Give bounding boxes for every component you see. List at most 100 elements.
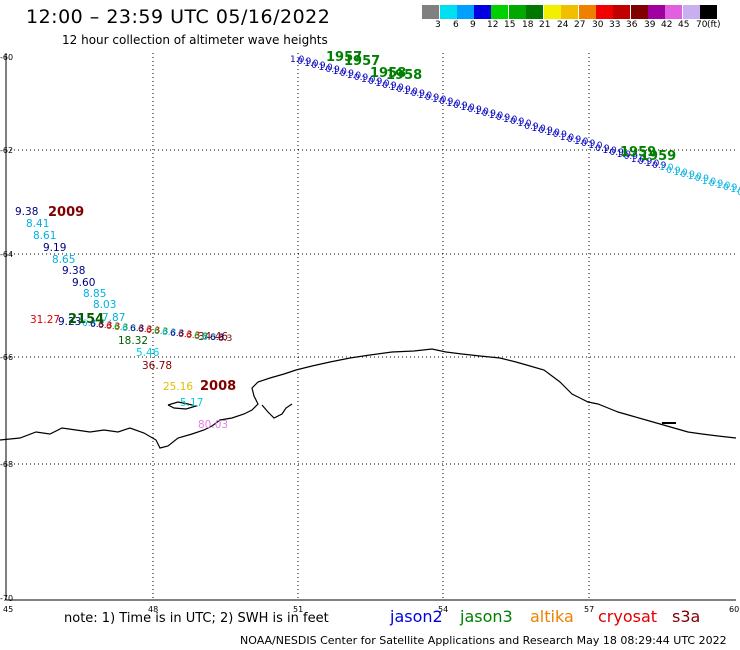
track-mark: 1.0	[545, 128, 560, 139]
longitude-label: 48	[148, 605, 159, 614]
track-mark: 1.0	[417, 91, 433, 101]
antarctic-coastline	[0, 348, 737, 449]
track-mark: 0.9	[694, 174, 710, 185]
wave-height-label: 80.03	[198, 419, 229, 431]
track-mark: 0.9	[481, 109, 497, 119]
wave-height-label: 18.32	[118, 335, 149, 347]
colorbar-swatch	[596, 5, 613, 19]
colorbar-label: 6	[453, 20, 459, 30]
colorbar-label: 30	[592, 20, 604, 30]
map-subtitle: 12 hour collection of altimeter wave hei…	[62, 33, 328, 47]
colorbar-swatch	[491, 5, 508, 19]
track-mark: 0.9	[325, 65, 340, 75]
colorbar-swatch	[579, 5, 596, 19]
track-mark: 6.3	[90, 319, 105, 330]
track-mark: 1.0	[730, 185, 740, 196]
latitude-label: -70	[0, 594, 14, 603]
track-mark: 6.3	[114, 322, 129, 333]
track-time-label: 1957	[326, 50, 363, 65]
track-mark: 0.9	[524, 121, 539, 132]
colorbar-swatch	[544, 5, 561, 19]
colorbar-label: 3	[435, 20, 441, 30]
track-time-label: 2009	[48, 205, 85, 220]
track-mark: 1.0	[389, 83, 404, 93]
track-mark: 1.0	[602, 145, 617, 156]
track-mark: 1.0	[346, 71, 362, 81]
colorbar-label: 42	[661, 20, 673, 30]
colorbar-label: 15	[504, 20, 516, 30]
latitude-label: -68	[0, 460, 14, 469]
colorbar-label: 36	[626, 20, 638, 30]
track-mark: 0.9	[453, 101, 468, 111]
track-mark: 1.0	[701, 176, 717, 187]
track-time-label: 2154	[68, 312, 105, 327]
track-mark: 6.3	[122, 323, 137, 334]
track-mark: 6.3	[138, 325, 153, 336]
colorbar-swatch	[665, 5, 682, 19]
latitude-label: -60	[0, 53, 14, 62]
track-mark: 0.9	[680, 170, 695, 180]
satellite-name: s3a	[672, 607, 701, 626]
colorbar-swatch	[683, 5, 700, 19]
track-mark: 6.3	[178, 329, 193, 340]
track-mark: 6.3	[82, 319, 97, 329]
track-mark: 1.0	[630, 154, 646, 165]
colorbar-swatch	[613, 5, 630, 19]
track-mark: 0.9	[311, 61, 326, 71]
track-mark: 0.9	[410, 89, 426, 99]
colorbar-label: 27	[574, 20, 586, 30]
track-time-label: 1959	[640, 149, 677, 164]
colorbar-swatch	[457, 5, 474, 19]
track-mark: 0.9	[666, 165, 681, 176]
track-mark: 0.9	[737, 188, 740, 198]
colorbar-label: 12	[487, 20, 499, 30]
colorbar-swatch	[509, 5, 526, 19]
track-mark: 0.9	[396, 85, 411, 95]
track-time-label: 1958	[370, 66, 407, 81]
wave-height-label: 9.60	[72, 277, 96, 289]
track-mark: 1.0	[403, 87, 418, 97]
track-mark: 1.0	[488, 111, 504, 121]
track-mark: 6.3	[186, 330, 201, 341]
track-mark: 0.9	[609, 148, 624, 158]
track-mark: 0.9	[424, 93, 440, 103]
track-mark: 0.9	[510, 117, 525, 128]
track-mark: 1.0	[588, 141, 603, 152]
longitude-label: 51	[293, 605, 304, 614]
track-mark: 6.3	[202, 332, 217, 343]
colorbar-label: (ft)	[707, 20, 721, 30]
track-mark: 0.9	[538, 126, 553, 136]
longitude-label: 60	[729, 605, 740, 614]
track-time-label: 1958	[386, 68, 423, 83]
wave-height-label: 25.16	[163, 381, 194, 393]
colorbar-swatch	[631, 5, 648, 19]
track-mark: 0.9	[382, 81, 397, 91]
colorbar-swatch	[440, 5, 457, 19]
wave-height-label: 36.78	[142, 360, 173, 372]
track-mark: 0.9	[652, 161, 667, 172]
track-mark: 0.9	[339, 69, 355, 79]
wave-height-label: 8.65	[52, 254, 76, 266]
graticule	[6, 53, 736, 600]
colorbar-label: 18	[522, 20, 534, 30]
satellite-name: cryosat	[598, 607, 658, 626]
track-mark: 0.9	[552, 130, 568, 141]
track-time-label: 1957	[344, 54, 381, 69]
track-mark: 0.9	[581, 139, 596, 150]
longitude-label: 57	[584, 605, 595, 614]
track-mark: 1.0	[432, 95, 447, 105]
track-mark: 1.0	[559, 132, 575, 143]
track-mark: 6.3	[106, 321, 121, 332]
track-mark: 1.0	[460, 103, 475, 113]
track-mark: 1.0	[503, 115, 518, 125]
colorbar-swatch	[561, 5, 578, 19]
colorbar-swatch	[474, 5, 491, 19]
track-mark: 0.9	[439, 97, 454, 107]
track-mark: 6.3	[218, 334, 233, 345]
latitude-label: -66	[0, 353, 14, 362]
track-mark: 6.3	[130, 324, 145, 335]
credit-line: NOAA/NESDIS Center for Satellite Applica…	[240, 634, 727, 647]
colorbar-label: 39	[644, 20, 656, 30]
